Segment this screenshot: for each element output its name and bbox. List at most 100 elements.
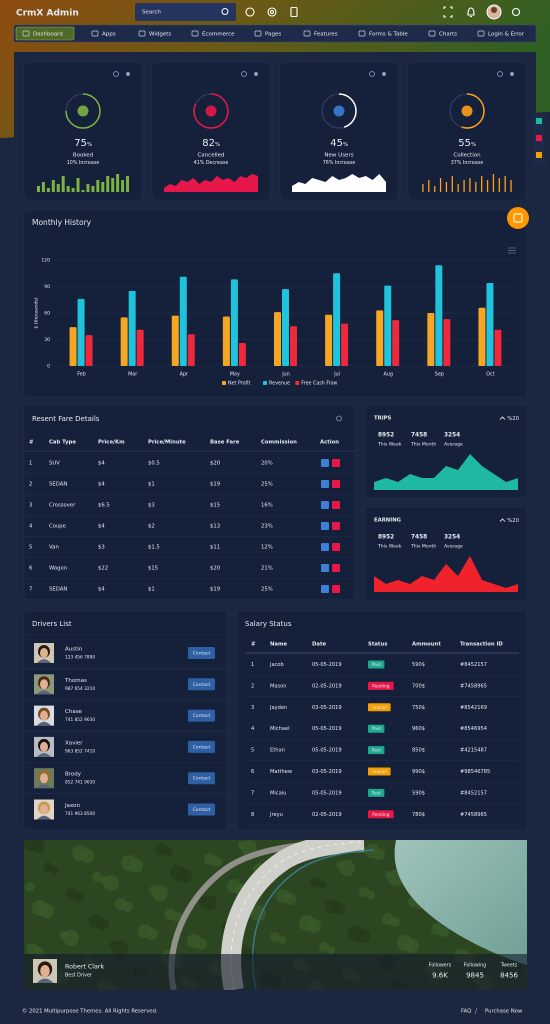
nav-item[interactable]: Ecommerce [202, 32, 235, 38]
table-cell: $1 [148, 482, 155, 488]
delete-button[interactable] [332, 564, 340, 572]
search-box[interactable] [135, 3, 236, 21]
card [236, 610, 528, 831]
status-badge [368, 703, 391, 712]
tree [43, 862, 53, 872]
nav-item[interactable]: Charts [439, 32, 457, 38]
contact-button[interactable] [188, 772, 215, 785]
card-setting[interactable] [126, 72, 130, 76]
table-cell: Ethan [270, 748, 285, 754]
tree [74, 892, 84, 902]
sparkline-bar [475, 182, 477, 192]
contact-button[interactable] [188, 678, 215, 691]
card-setting[interactable] [382, 72, 386, 76]
contact-button[interactable] [188, 740, 215, 753]
edit-button[interactable] [321, 480, 329, 488]
edit-button[interactable] [321, 459, 329, 467]
card-option[interactable] [113, 71, 119, 77]
status-badge [368, 746, 385, 755]
bar [69, 327, 77, 366]
card-setting[interactable] [254, 72, 258, 76]
delete-button[interactable] [332, 501, 340, 509]
delete-button[interactable] [332, 522, 340, 530]
fullscreen-icon[interactable] [443, 6, 453, 18]
clipboard-icon[interactable] [290, 6, 298, 18]
table-cell: $6.5 [98, 503, 110, 509]
sparkline-bar [445, 182, 448, 192]
table-cell: 12% [261, 545, 273, 551]
nav-item[interactable]: Widgets [149, 32, 171, 38]
contact-label: Contact [193, 776, 211, 782]
table-cell: $2 [148, 524, 155, 530]
stat-value: 3254 [444, 433, 460, 439]
table-cell: 02-05-2019 [312, 812, 342, 818]
side-tab[interactable] [536, 135, 542, 141]
column-header: Price/Km [98, 440, 125, 446]
contact-label: Contact [193, 807, 211, 813]
side-tab[interactable] [536, 152, 542, 158]
nav-item[interactable]: Forms & Table [369, 32, 408, 38]
area [374, 556, 518, 592]
bell-icon[interactable] [467, 7, 475, 18]
float-button[interactable] [507, 207, 529, 229]
table-cell: 990$ [412, 769, 425, 775]
nav-item[interactable]: Dashboard [33, 32, 63, 38]
tree [390, 917, 400, 927]
delete-button[interactable] [332, 459, 340, 467]
tree [195, 938, 207, 950]
delete-button[interactable] [332, 480, 340, 488]
avatar-body [37, 753, 51, 757]
card-option[interactable] [241, 71, 247, 77]
card [23, 610, 228, 831]
nav-item[interactable]: Features [314, 32, 338, 38]
footer-link[interactable]: FAQ [461, 1009, 471, 1015]
card-option[interactable] [497, 71, 503, 77]
driver-name: Thomas [64, 678, 87, 684]
table-cell: 05-05-2019 [312, 748, 342, 754]
card [151, 61, 271, 201]
tree [103, 875, 119, 891]
edit-button[interactable] [321, 501, 329, 509]
edit-button[interactable] [321, 564, 329, 572]
contact-button[interactable] [188, 709, 215, 722]
banner-photo [24, 840, 527, 990]
card-setting[interactable] [510, 72, 514, 76]
bar [222, 316, 230, 366]
settings-icon[interactable] [511, 7, 521, 17]
contact-button[interactable] [188, 647, 215, 659]
footer-link[interactable]: Purchase Now [485, 1009, 523, 1015]
contact-button[interactable] [188, 803, 215, 816]
nav-item[interactable]: Pages [265, 32, 281, 38]
card-title: Salary Status [245, 620, 292, 628]
contact-label: Contact [193, 744, 211, 750]
bar [333, 273, 341, 366]
table-cell: $4 [98, 461, 105, 467]
profile-banner: Robert Clark Best Driver Followers 9.6K Foll… [24, 840, 527, 990]
y-tick-label: 30 [44, 337, 50, 343]
avatar-body [36, 978, 54, 983]
edit-button[interactable] [321, 522, 329, 530]
edit-button[interactable] [321, 543, 329, 551]
stat-label: Average [444, 442, 463, 448]
edit-button[interactable] [321, 585, 329, 593]
x-tick-label: Aug [384, 372, 393, 378]
bar [435, 265, 443, 366]
trend-arrow [499, 518, 506, 522]
table-search[interactable] [336, 415, 342, 422]
mention-icon[interactable] [267, 7, 277, 17]
sparkline-bar [46, 188, 50, 192]
card-option[interactable] [369, 71, 375, 77]
y-tick-label: 60 [44, 311, 50, 317]
table-cell: $4 [98, 524, 105, 530]
delete-button[interactable] [332, 543, 340, 551]
status-label: Pending [372, 812, 389, 818]
ring-icon [205, 105, 217, 117]
nav-item[interactable]: Apps [102, 32, 116, 38]
nav-item[interactable]: Login & Error [488, 32, 525, 38]
profile-stat-label: Tweets [500, 963, 518, 969]
chat-icon[interactable] [245, 7, 255, 17]
delete-button[interactable] [332, 585, 340, 593]
stat-unit: % [343, 142, 348, 148]
side-tab[interactable] [536, 118, 542, 124]
